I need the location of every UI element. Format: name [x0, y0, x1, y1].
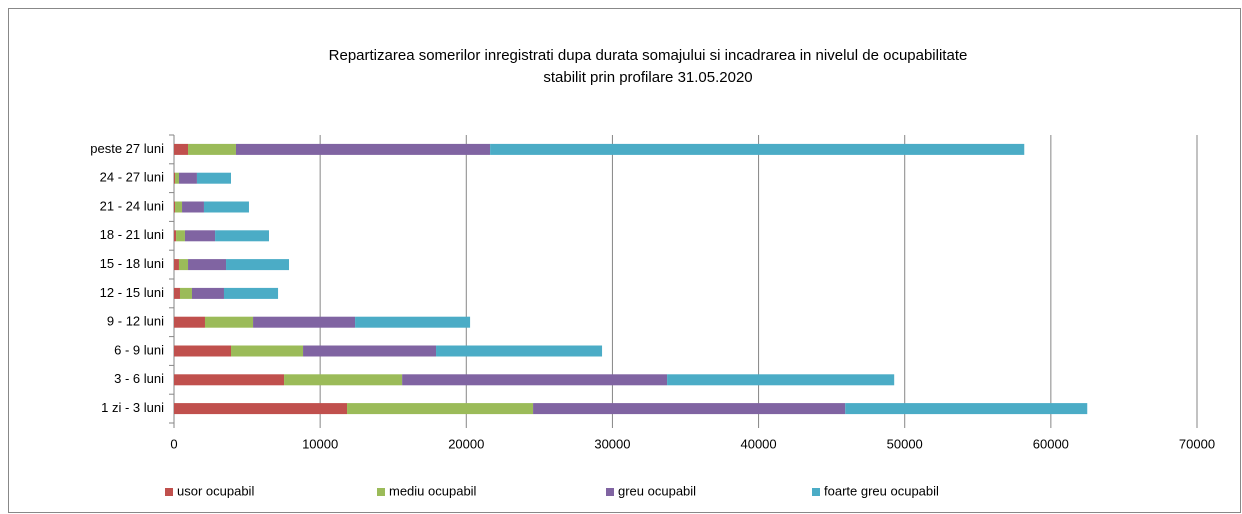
x-tick-label: 40000 [740, 436, 776, 451]
bar-segment [204, 316, 254, 328]
x-tick-label: 60000 [1033, 436, 1069, 451]
bar-segment [347, 403, 534, 415]
bar-segment [182, 201, 204, 213]
bar-segment [188, 259, 227, 271]
y-tick-label: 15 - 18 luni [100, 256, 164, 271]
bar-segment [215, 230, 269, 242]
y-tick-label: 18 - 21 luni [100, 227, 164, 242]
bar-segment [355, 316, 471, 328]
x-tick-label: 10000 [302, 436, 338, 451]
legend-swatch [606, 488, 614, 496]
legend-swatch [812, 488, 820, 496]
bar-segment [174, 201, 176, 213]
y-tick-label: 9 - 12 luni [107, 314, 164, 329]
legend-label: usor ocupabil [177, 483, 254, 498]
y-tick-label: 21 - 24 luni [100, 198, 164, 213]
legend-swatch [165, 488, 173, 496]
x-tick-label: 20000 [448, 436, 484, 451]
x-tick-label: 50000 [887, 436, 923, 451]
bar-segment [174, 172, 176, 184]
bar-segment [178, 172, 197, 184]
x-tick-label: 70000 [1179, 436, 1215, 451]
bar-segment [174, 403, 348, 415]
bar-segment [174, 230, 177, 242]
chart-title: stabilit prin profilare 31.05.2020 [543, 69, 752, 86]
bar-segment [284, 374, 403, 386]
bar-segment [176, 230, 185, 242]
bar-segment [402, 374, 668, 386]
bar-segment [196, 172, 231, 184]
x-tick-label: 0 [170, 436, 177, 451]
bar-segment [223, 287, 279, 299]
bar-segment [175, 201, 183, 213]
bar-segment [178, 259, 189, 271]
bar-segment [303, 345, 437, 357]
bar-segment [179, 287, 192, 299]
bar-segment [667, 374, 895, 386]
bar-segment [490, 143, 1025, 155]
y-tick-label: 3 - 6 luni [114, 371, 164, 386]
y-tick-label: 12 - 15 luni [100, 285, 164, 300]
chart-title: Repartizarea somerilor inregistrati dupa… [329, 47, 968, 64]
y-tick-label: peste 27 luni [90, 141, 164, 156]
y-tick-label: 1 zi - 3 luni [101, 400, 164, 415]
bar-segment [174, 143, 189, 155]
bar-segment [174, 287, 180, 299]
bar-segment [230, 345, 304, 357]
legend-label: foarte greu ocupabil [824, 483, 939, 498]
bar-segment [174, 345, 231, 357]
legend-label: greu ocupabil [618, 483, 696, 498]
bar-segment [203, 201, 249, 213]
bar-segment [253, 316, 356, 328]
bar-segment [188, 143, 236, 155]
y-tick-label: 6 - 9 luni [114, 342, 164, 357]
y-tick-label: 24 - 27 luni [100, 170, 164, 185]
bar-segment [845, 403, 1088, 415]
bar-segment [174, 259, 179, 271]
bar-segment [175, 172, 179, 184]
x-tick-label: 30000 [594, 436, 630, 451]
bar-segment [184, 230, 216, 242]
bar-segment [436, 345, 603, 357]
bar-segment [235, 143, 491, 155]
bar-segment [226, 259, 290, 271]
bar-segment [533, 403, 846, 415]
bar-segment [191, 287, 224, 299]
legend-swatch [377, 488, 385, 496]
bar-segment [174, 316, 205, 328]
legend-label: mediu ocupabil [389, 483, 477, 498]
bar-segment [174, 374, 285, 386]
